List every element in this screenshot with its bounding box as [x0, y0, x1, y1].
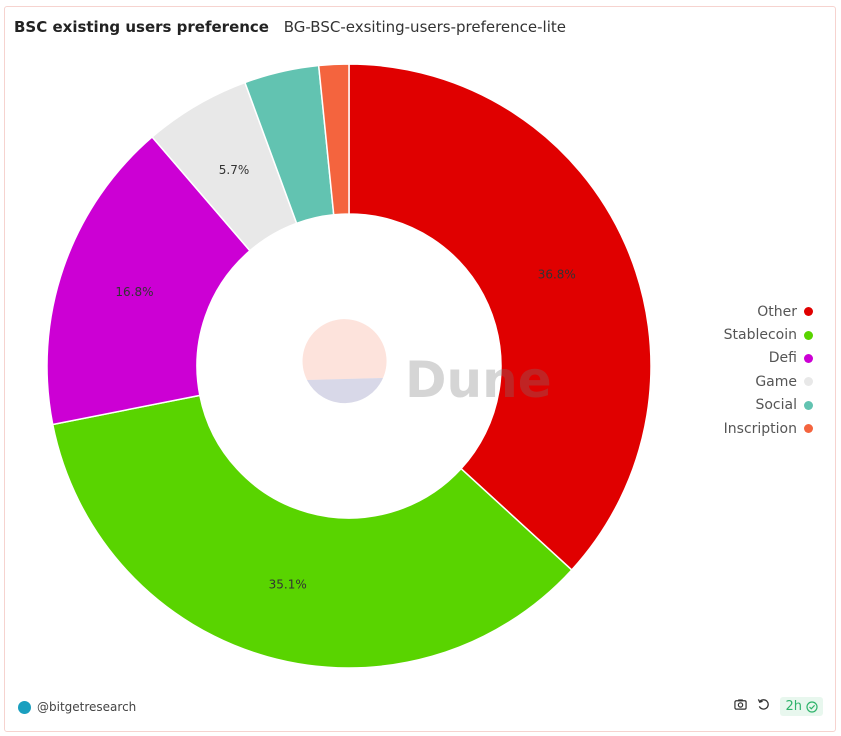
- legend-swatch: [804, 424, 813, 434]
- legend-label: Defi: [768, 350, 797, 367]
- legend-item-inscription[interactable]: Inscription: [724, 417, 813, 440]
- dune-watermark: Dune: [302, 319, 552, 409]
- legend-label: Game: [755, 373, 797, 390]
- author-name: @bitgetresearch: [37, 700, 137, 714]
- slice-stablecoin[interactable]: [51, 394, 573, 669]
- chart-title: BSC existing users preference: [14, 18, 269, 36]
- refresh-age: 2h: [785, 699, 802, 714]
- check-circle-icon: [806, 700, 818, 713]
- data-label: 16.8%: [115, 285, 153, 299]
- legend-item-other[interactable]: Other: [724, 300, 813, 323]
- legend-swatch: [804, 353, 813, 363]
- legend-item-social[interactable]: Social: [724, 394, 813, 417]
- author-avatar: [18, 700, 31, 714]
- slice-other[interactable]: [348, 63, 652, 572]
- legend-item-defi[interactable]: Defi: [724, 347, 813, 370]
- legend-label: Other: [757, 303, 797, 320]
- query-name[interactable]: BG-BSC-exsiting-users-preference-lite: [283, 18, 567, 36]
- refresh-status-badge[interactable]: 2h: [780, 697, 823, 716]
- legend-label: Inscription: [723, 420, 797, 437]
- slice-inscription[interactable]: [317, 63, 350, 216]
- legend-swatch: [804, 307, 813, 317]
- legend-swatch: [804, 400, 813, 410]
- legend-item-stablecoin[interactable]: Stablecoin: [724, 323, 813, 346]
- chart-header: BSC existing users preference BG-BSC-exs…: [14, 18, 566, 36]
- legend-item-game[interactable]: Game: [724, 370, 813, 393]
- watermark-text: Dune: [405, 351, 552, 409]
- slice-defi[interactable]: [46, 135, 251, 426]
- data-label: 5.7%: [219, 163, 250, 177]
- legend-label: Social: [755, 397, 797, 414]
- data-label: 36.8%: [538, 268, 576, 282]
- refresh-icon[interactable]: [757, 698, 770, 715]
- data-label: 35.1%: [269, 578, 307, 592]
- chart-card: [4, 6, 836, 732]
- author-link[interactable]: @bitgetresearch: [18, 700, 136, 714]
- camera-icon[interactable]: [734, 698, 748, 715]
- legend-label: Stablecoin: [723, 327, 797, 344]
- legend: Other Stablecoin Defi Game Social Inscription: [724, 300, 813, 440]
- legend-swatch: [804, 330, 813, 340]
- footer-actions: 2h: [734, 697, 823, 716]
- legend-swatch: [804, 377, 813, 387]
